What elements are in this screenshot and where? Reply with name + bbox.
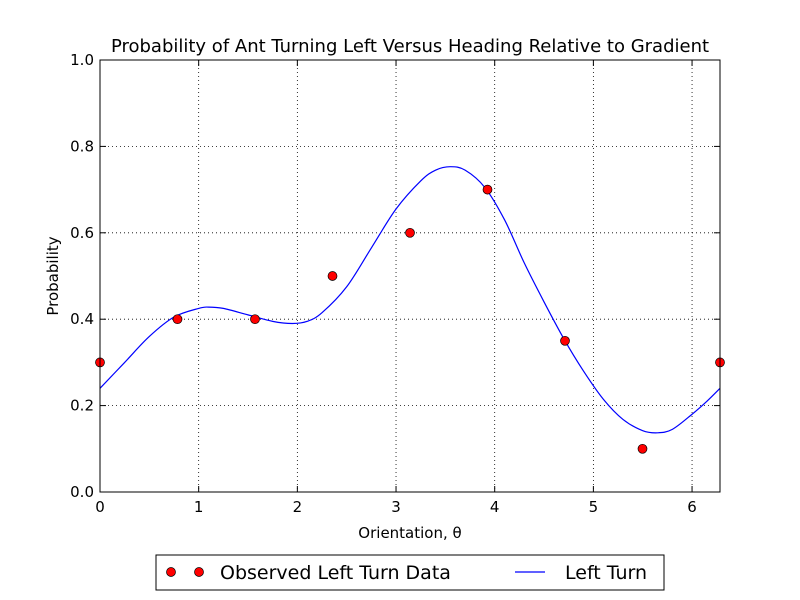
data-point: [250, 314, 260, 325]
x-tick-label: 2: [293, 498, 303, 516]
legend-marker-left: [166, 567, 176, 577]
data-point: [482, 184, 493, 195]
y-axis-ticks: 0.0 0.2 0.4 0.6 0.8 1.0: [70, 51, 720, 501]
legend-label-observed: Observed Left Turn Data: [220, 562, 451, 584]
x-tick-label: 3: [391, 498, 401, 516]
y-tick-label: 0.2: [70, 397, 94, 415]
plot-background: [100, 60, 720, 492]
chart-title: Probability of Ant Turning Left Versus H…: [111, 36, 709, 57]
y-tick-label: 1.0: [70, 51, 94, 69]
x-axis-ticks: 0 1 2 3 4 5 6: [95, 60, 697, 516]
series-line-left-turn: [99, 166, 721, 434]
plot-frame: [99, 59, 721, 493]
legend-marker-right: [194, 567, 204, 577]
x-tick-label: 4: [490, 498, 500, 516]
y-tick-label: 0.8: [70, 137, 94, 155]
data-point: [172, 314, 183, 325]
legend: Observed Left Turn Data Left Turn: [155, 554, 665, 591]
data-point: [327, 271, 338, 281]
y-tick-label: 0.6: [70, 224, 94, 242]
y-tick-label: 0.4: [70, 310, 94, 328]
data-point: [405, 227, 415, 238]
data-point: [560, 335, 570, 346]
grid-lines: [100, 60, 720, 492]
x-tick-label: 6: [687, 498, 697, 516]
y-tick-label: 0.0: [70, 483, 94, 501]
x-tick-label: 1: [194, 498, 204, 516]
x-tick-label: 5: [589, 498, 599, 516]
data-point: [637, 443, 648, 454]
legend-label-fit: Left Turn: [565, 562, 647, 584]
x-tick-label: 0: [95, 498, 105, 516]
legend-box: [155, 554, 665, 591]
y-axis-label: Probability: [44, 236, 62, 315]
line-series: [99, 166, 721, 434]
x-axis-label: Orientation, θ: [358, 524, 461, 542]
